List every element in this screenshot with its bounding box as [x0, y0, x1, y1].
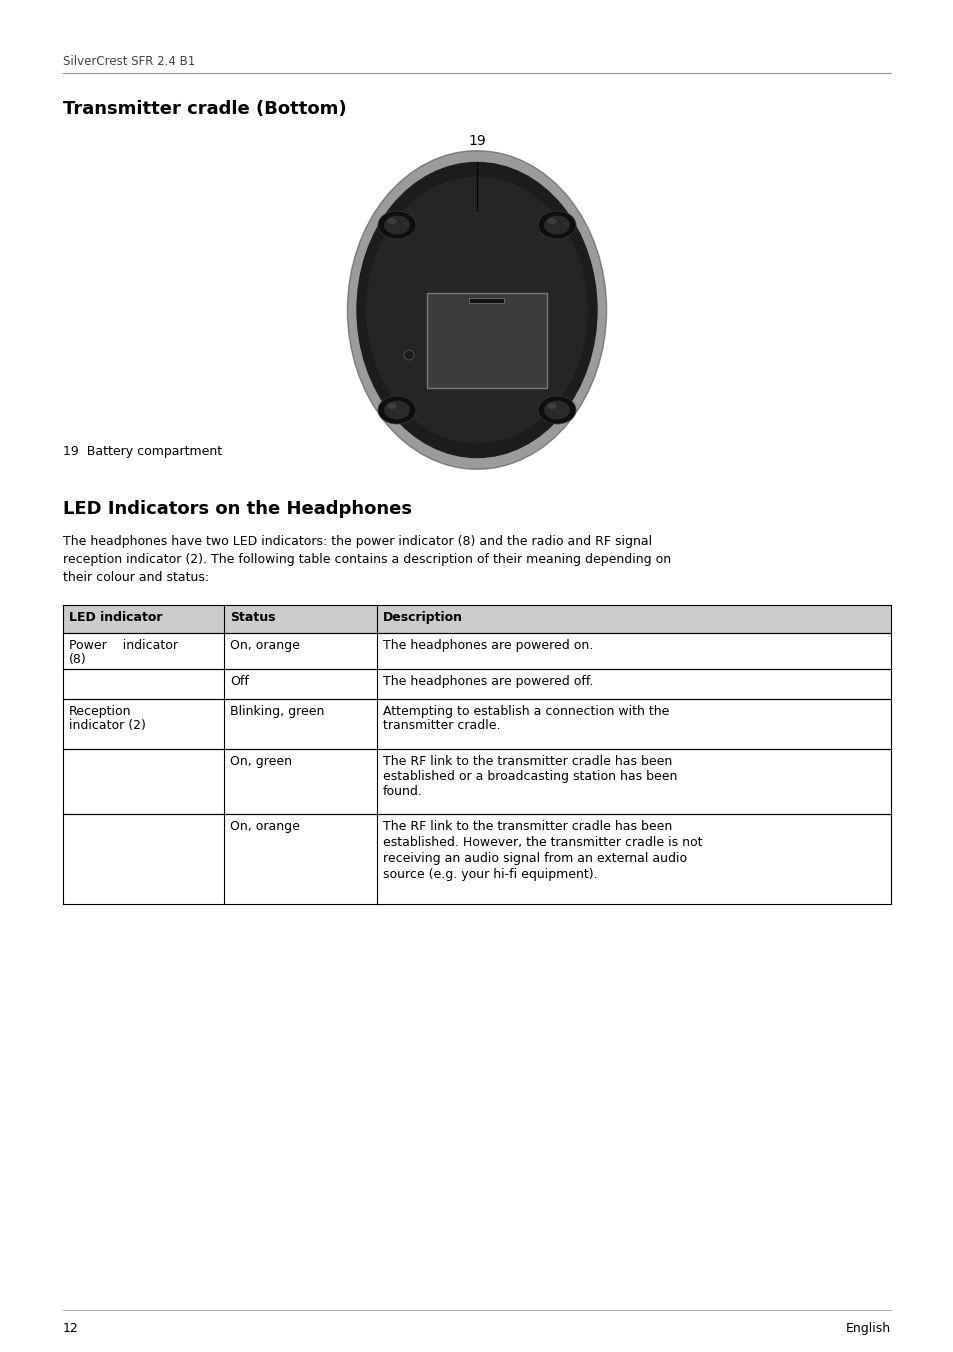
Ellipse shape — [547, 403, 556, 410]
Text: Blinking, green: Blinking, green — [230, 704, 324, 718]
Text: indicator (2): indicator (2) — [69, 719, 146, 731]
Text: On, orange: On, orange — [230, 639, 299, 652]
Bar — [376, 814, 890, 904]
Ellipse shape — [537, 396, 576, 425]
Bar — [63, 699, 224, 749]
Bar — [376, 699, 890, 749]
Bar — [63, 604, 224, 633]
Bar — [469, 297, 504, 303]
Ellipse shape — [387, 403, 396, 410]
Ellipse shape — [356, 162, 597, 457]
Ellipse shape — [543, 400, 569, 419]
Bar — [376, 633, 890, 669]
Text: LED indicator: LED indicator — [69, 611, 162, 625]
Bar — [224, 633, 376, 669]
Text: On, green: On, green — [230, 754, 292, 768]
Bar — [63, 669, 224, 699]
Text: their colour and status:: their colour and status: — [63, 571, 209, 584]
Text: The RF link to the transmitter cradle has been: The RF link to the transmitter cradle ha… — [382, 754, 672, 768]
Text: 12: 12 — [63, 1322, 79, 1334]
Bar — [376, 669, 890, 699]
Text: established or a broadcasting station has been: established or a broadcasting station ha… — [382, 771, 677, 783]
Text: The RF link to the transmitter cradle has been: The RF link to the transmitter cradle ha… — [382, 821, 672, 833]
Bar — [224, 604, 376, 633]
Text: 19: 19 — [468, 134, 485, 147]
Text: found.: found. — [382, 786, 422, 798]
Circle shape — [403, 350, 414, 360]
Text: Off: Off — [230, 675, 249, 688]
Bar — [63, 814, 224, 904]
Ellipse shape — [543, 215, 569, 234]
Bar — [224, 814, 376, 904]
Text: The headphones are powered on.: The headphones are powered on. — [382, 639, 593, 652]
Text: transmitter cradle.: transmitter cradle. — [382, 719, 500, 731]
Text: Reception: Reception — [69, 704, 132, 718]
Text: English: English — [845, 1322, 890, 1334]
Bar — [63, 749, 224, 814]
Bar — [224, 699, 376, 749]
Ellipse shape — [366, 177, 587, 442]
Bar — [224, 669, 376, 699]
Ellipse shape — [377, 211, 416, 239]
Text: SilverCrest SFR 2.4 B1: SilverCrest SFR 2.4 B1 — [63, 55, 195, 68]
Text: Status: Status — [230, 611, 275, 625]
Text: The headphones have two LED indicators: the power indicator (8) and the radio an: The headphones have two LED indicators: … — [63, 535, 652, 548]
Text: receiving an audio signal from an external audio: receiving an audio signal from an extern… — [382, 852, 686, 865]
Text: The headphones are powered off.: The headphones are powered off. — [382, 675, 593, 688]
Text: established. However, the transmitter cradle is not: established. However, the transmitter cr… — [382, 836, 701, 849]
Bar — [63, 633, 224, 669]
Bar — [376, 749, 890, 814]
Text: (8): (8) — [69, 653, 87, 667]
Ellipse shape — [384, 215, 410, 234]
Text: source (e.g. your hi-fi equipment).: source (e.g. your hi-fi equipment). — [382, 868, 597, 882]
Ellipse shape — [377, 396, 416, 425]
Ellipse shape — [384, 400, 410, 419]
Text: Transmitter cradle (Bottom): Transmitter cradle (Bottom) — [63, 100, 346, 118]
Text: reception indicator (2). The following table contains a description of their mea: reception indicator (2). The following t… — [63, 553, 670, 566]
Text: 19  Battery compartment: 19 Battery compartment — [63, 445, 222, 458]
Ellipse shape — [547, 218, 556, 224]
Bar — [376, 604, 890, 633]
Bar — [224, 749, 376, 814]
Text: Power    indicator: Power indicator — [69, 639, 178, 652]
Ellipse shape — [387, 218, 396, 224]
Bar — [427, 292, 546, 388]
Ellipse shape — [537, 211, 576, 239]
Text: Attempting to establish a connection with the: Attempting to establish a connection wit… — [382, 704, 669, 718]
Ellipse shape — [347, 150, 606, 469]
Text: LED Indicators on the Headphones: LED Indicators on the Headphones — [63, 500, 412, 518]
Text: Description: Description — [382, 611, 462, 625]
Text: On, orange: On, orange — [230, 821, 299, 833]
